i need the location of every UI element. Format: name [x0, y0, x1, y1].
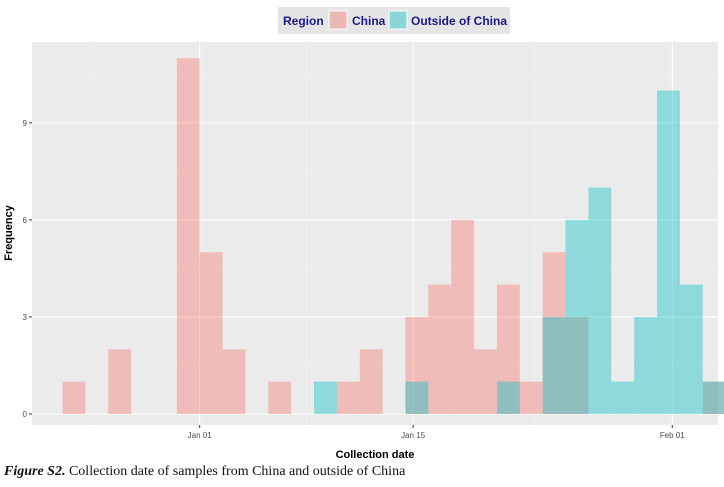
bar-china — [565, 316, 589, 414]
bar-outside-china — [542, 316, 566, 414]
y-tick-label: 6 — [23, 216, 28, 225]
plot-panel — [32, 42, 718, 425]
bar-china — [199, 252, 223, 414]
bars-layer — [62, 58, 724, 415]
bar-china — [496, 284, 520, 414]
bar-outside-china — [634, 316, 658, 414]
legend-label-china: China — [352, 14, 386, 28]
y-axis-title: Frequency — [3, 204, 15, 261]
bar-outside-china — [679, 284, 703, 414]
bar-china — [702, 381, 724, 414]
figure-caption: Figure S2. Collection date of samples fr… — [4, 464, 720, 480]
bar-china — [405, 316, 429, 414]
bar-china — [359, 349, 383, 414]
legend-key-china — [328, 10, 348, 30]
bar-china — [428, 284, 452, 414]
bar-china — [62, 381, 86, 414]
bar-outside-china — [496, 381, 520, 414]
y-tick-label: 9 — [23, 119, 28, 128]
x-axis-title: Collection date — [336, 449, 415, 460]
bar-outside-china — [314, 381, 337, 414]
x-axis: Jan 01 Jan 15 Feb 01 — [188, 425, 685, 440]
bar-china — [336, 381, 360, 414]
legend-label-outside-china: Outside of China — [411, 14, 507, 28]
bar-china — [108, 349, 132, 414]
bar-china — [542, 252, 566, 414]
bar-china — [176, 58, 200, 414]
bar-china — [268, 381, 292, 414]
x-tick-label: Feb 01 — [660, 431, 685, 440]
y-tick-label: 3 — [23, 313, 28, 322]
caption-text: Collection date of samples from China an… — [68, 464, 406, 479]
gridlines — [32, 42, 718, 425]
bar-china — [519, 381, 543, 414]
bar-outside-china — [565, 219, 589, 414]
bar-china — [474, 349, 497, 414]
bar-outside-china — [702, 381, 724, 414]
bar-china — [451, 219, 475, 414]
caption-label: Figure S2. — [4, 464, 66, 479]
legend-key-outside-china — [388, 10, 408, 30]
bar-outside-china — [657, 90, 680, 415]
legend-title: Region — [283, 14, 324, 28]
bar-outside-china — [611, 381, 635, 414]
legend: Region China Outside of China — [278, 7, 510, 34]
x-tick-label: Jan 15 — [401, 431, 426, 440]
histogram-chart: Region China Outside of China 0 3 6 9 Jan 0… — [3, 7, 724, 460]
bar-outside-china — [405, 381, 429, 414]
bar-china — [222, 349, 246, 414]
bar-outside-china — [588, 187, 612, 414]
x-tick-label: Jan 01 — [188, 431, 213, 440]
y-tick-label: 0 — [23, 410, 28, 419]
y-axis: 0 3 6 9 — [23, 119, 32, 419]
